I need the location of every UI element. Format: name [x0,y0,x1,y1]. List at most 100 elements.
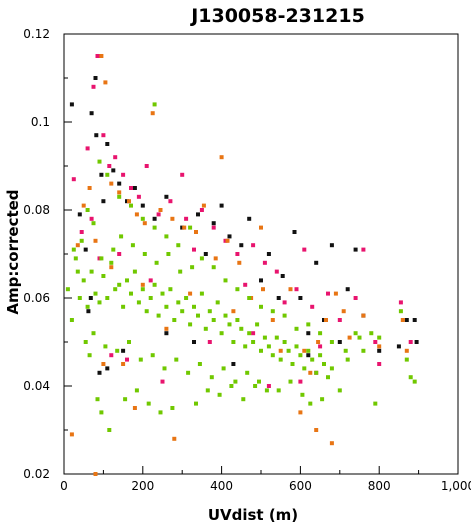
data-point [264,388,269,393]
data-point [113,155,118,160]
data-point [257,379,261,384]
data-point [77,296,82,300]
data-point [227,322,232,327]
data-point [121,348,126,353]
data-point [251,340,256,344]
data-point [353,247,358,252]
data-point [176,300,181,305]
data-points-layer [65,54,419,476]
data-point [211,221,216,226]
data-point [71,247,76,252]
data-point [101,199,106,204]
data-point [235,318,240,322]
data-point [91,331,96,336]
data-point [243,344,248,349]
data-point [276,388,281,393]
data-point [231,362,236,366]
x-tick-label: 800 [368,479,391,493]
y-tick-label: 0.06 [23,291,50,305]
data-point [94,133,99,138]
data-point [414,340,419,344]
data-point [125,357,129,362]
data-point [337,340,342,344]
data-point [369,331,374,336]
data-point [87,353,92,358]
data-point [140,216,145,221]
data-point [302,366,307,371]
data-point [75,243,80,248]
data-point [109,265,114,270]
data-point [329,366,334,371]
data-point [400,318,405,322]
data-point [211,225,216,230]
data-point [262,335,267,340]
data-point [101,133,106,138]
data-point [259,225,263,230]
data-point [408,375,413,380]
data-point [341,309,346,314]
data-point [168,199,173,204]
data-point [298,296,303,300]
data-point [138,357,143,362]
data-point [77,212,82,217]
data-point [237,260,242,265]
data-point [121,172,126,177]
data-point [377,344,382,349]
data-point [233,379,238,384]
data-point [65,287,70,292]
data-point [294,344,299,349]
data-point [152,225,157,230]
data-point [85,208,90,212]
data-point [130,243,135,248]
data-point [192,340,196,344]
data-point [278,348,283,353]
data-point [318,344,323,349]
data-point [103,80,108,85]
data-point [361,348,366,353]
data-point [357,335,362,340]
data-point [81,203,86,208]
data-point [241,397,246,402]
data-point [294,287,299,292]
data-point [345,287,350,292]
data-point [83,247,88,252]
data-point [140,287,145,292]
data-point [274,335,279,340]
data-point [99,410,104,415]
chart-title: J130058-231215 [189,5,365,27]
data-point [290,362,295,366]
data-point [142,252,147,256]
data-point [99,172,104,177]
data-point [69,102,74,107]
data-point [101,274,106,278]
data-point [85,146,90,151]
data-point [227,234,232,239]
data-point [105,142,110,146]
data-point [306,331,311,336]
data-point [129,291,133,296]
data-point [337,388,342,393]
data-point [140,203,145,208]
data-point [85,304,90,309]
data-point [314,370,319,375]
data-point [398,309,403,314]
data-point [160,379,165,384]
data-point [324,318,328,322]
data-point [174,357,179,362]
data-point [203,326,208,331]
data-point [186,370,191,375]
data-point [168,287,173,292]
data-point [316,340,321,344]
data-point [127,199,131,204]
data-point [79,238,84,243]
data-point [127,340,131,344]
y-tick-label: 0.02 [23,467,50,481]
series-2 [69,54,409,476]
data-point [101,362,106,366]
data-point [88,296,93,300]
data-point [302,247,307,252]
data-point [235,287,240,292]
data-point [87,186,92,190]
data-point [217,392,222,397]
data-point [201,203,206,208]
